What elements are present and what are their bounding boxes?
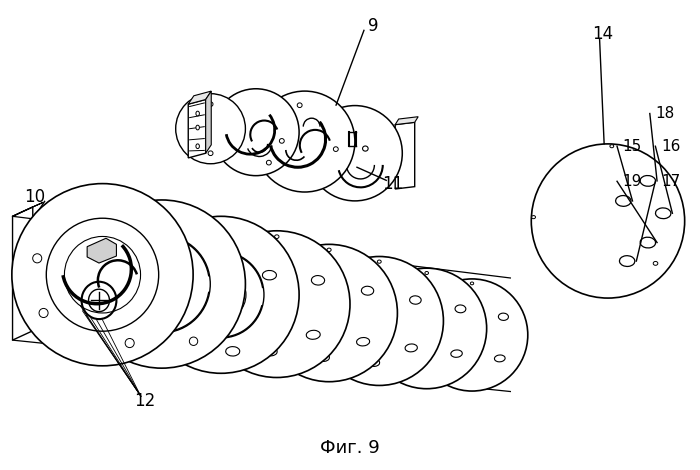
Text: 12: 12 xyxy=(134,392,155,410)
Ellipse shape xyxy=(46,218,159,331)
Ellipse shape xyxy=(125,338,134,348)
Ellipse shape xyxy=(143,216,299,373)
Ellipse shape xyxy=(451,350,462,357)
Ellipse shape xyxy=(39,308,48,318)
Ellipse shape xyxy=(225,346,240,356)
Ellipse shape xyxy=(333,147,338,151)
Polygon shape xyxy=(395,117,418,125)
Ellipse shape xyxy=(298,103,302,108)
Ellipse shape xyxy=(78,200,246,368)
Ellipse shape xyxy=(262,270,276,280)
Ellipse shape xyxy=(204,231,350,377)
Ellipse shape xyxy=(470,282,474,285)
Ellipse shape xyxy=(113,235,210,333)
Ellipse shape xyxy=(356,337,370,346)
Ellipse shape xyxy=(532,216,536,219)
Ellipse shape xyxy=(132,255,191,313)
Ellipse shape xyxy=(208,102,213,107)
Ellipse shape xyxy=(363,146,368,151)
Ellipse shape xyxy=(213,89,299,176)
Ellipse shape xyxy=(425,272,428,274)
Text: Фиг. 9: Фиг. 9 xyxy=(320,439,380,456)
Ellipse shape xyxy=(494,355,505,362)
Polygon shape xyxy=(13,202,43,216)
Ellipse shape xyxy=(196,125,200,130)
Ellipse shape xyxy=(324,264,337,273)
Text: 9: 9 xyxy=(368,16,378,35)
Ellipse shape xyxy=(458,296,470,303)
Ellipse shape xyxy=(640,237,656,248)
Ellipse shape xyxy=(282,327,295,336)
Ellipse shape xyxy=(374,275,387,283)
Ellipse shape xyxy=(274,235,279,238)
Ellipse shape xyxy=(615,196,631,206)
Ellipse shape xyxy=(267,160,272,165)
Ellipse shape xyxy=(655,208,671,219)
Ellipse shape xyxy=(412,287,424,294)
Ellipse shape xyxy=(227,319,240,329)
Ellipse shape xyxy=(312,275,325,285)
Ellipse shape xyxy=(286,284,299,292)
Ellipse shape xyxy=(64,236,141,313)
Ellipse shape xyxy=(307,106,402,201)
Ellipse shape xyxy=(183,247,197,256)
Text: 17: 17 xyxy=(661,174,680,189)
Text: 16: 16 xyxy=(661,139,680,154)
Text: 14: 14 xyxy=(592,25,613,43)
Ellipse shape xyxy=(653,261,658,265)
Ellipse shape xyxy=(208,151,213,156)
Polygon shape xyxy=(13,207,33,340)
Ellipse shape xyxy=(531,144,685,298)
Ellipse shape xyxy=(33,254,42,263)
Ellipse shape xyxy=(405,344,417,352)
Polygon shape xyxy=(188,91,211,104)
Polygon shape xyxy=(87,238,116,263)
Text: 15: 15 xyxy=(623,139,642,154)
Ellipse shape xyxy=(315,257,443,385)
Ellipse shape xyxy=(196,111,200,116)
Ellipse shape xyxy=(263,347,277,356)
Ellipse shape xyxy=(367,268,486,389)
Ellipse shape xyxy=(158,298,172,307)
Ellipse shape xyxy=(101,305,109,313)
Ellipse shape xyxy=(406,361,417,368)
Ellipse shape xyxy=(190,337,197,345)
Ellipse shape xyxy=(377,260,382,263)
Ellipse shape xyxy=(416,279,528,391)
Text: 19: 19 xyxy=(623,174,642,189)
Ellipse shape xyxy=(272,252,286,261)
Ellipse shape xyxy=(430,328,441,336)
Ellipse shape xyxy=(279,139,284,143)
Ellipse shape xyxy=(453,365,463,372)
Ellipse shape xyxy=(455,305,466,313)
Ellipse shape xyxy=(640,175,656,186)
Polygon shape xyxy=(206,91,211,153)
Polygon shape xyxy=(188,100,206,158)
Ellipse shape xyxy=(176,94,246,164)
Ellipse shape xyxy=(410,296,421,304)
Ellipse shape xyxy=(255,91,355,192)
Polygon shape xyxy=(395,122,414,189)
Ellipse shape xyxy=(196,144,200,149)
Ellipse shape xyxy=(498,313,508,321)
Text: 11: 11 xyxy=(383,175,404,193)
Text: 18: 18 xyxy=(655,106,675,121)
Ellipse shape xyxy=(307,330,320,339)
Ellipse shape xyxy=(610,145,614,148)
Ellipse shape xyxy=(196,270,246,320)
Ellipse shape xyxy=(178,251,264,338)
Ellipse shape xyxy=(316,353,330,361)
Ellipse shape xyxy=(361,286,374,295)
Ellipse shape xyxy=(230,273,244,282)
Text: 10: 10 xyxy=(25,188,46,206)
Ellipse shape xyxy=(368,359,379,367)
Ellipse shape xyxy=(335,334,347,342)
Ellipse shape xyxy=(339,294,351,302)
Ellipse shape xyxy=(620,256,635,266)
Ellipse shape xyxy=(261,244,398,382)
Ellipse shape xyxy=(12,184,193,366)
Ellipse shape xyxy=(327,248,331,251)
Ellipse shape xyxy=(382,321,393,329)
